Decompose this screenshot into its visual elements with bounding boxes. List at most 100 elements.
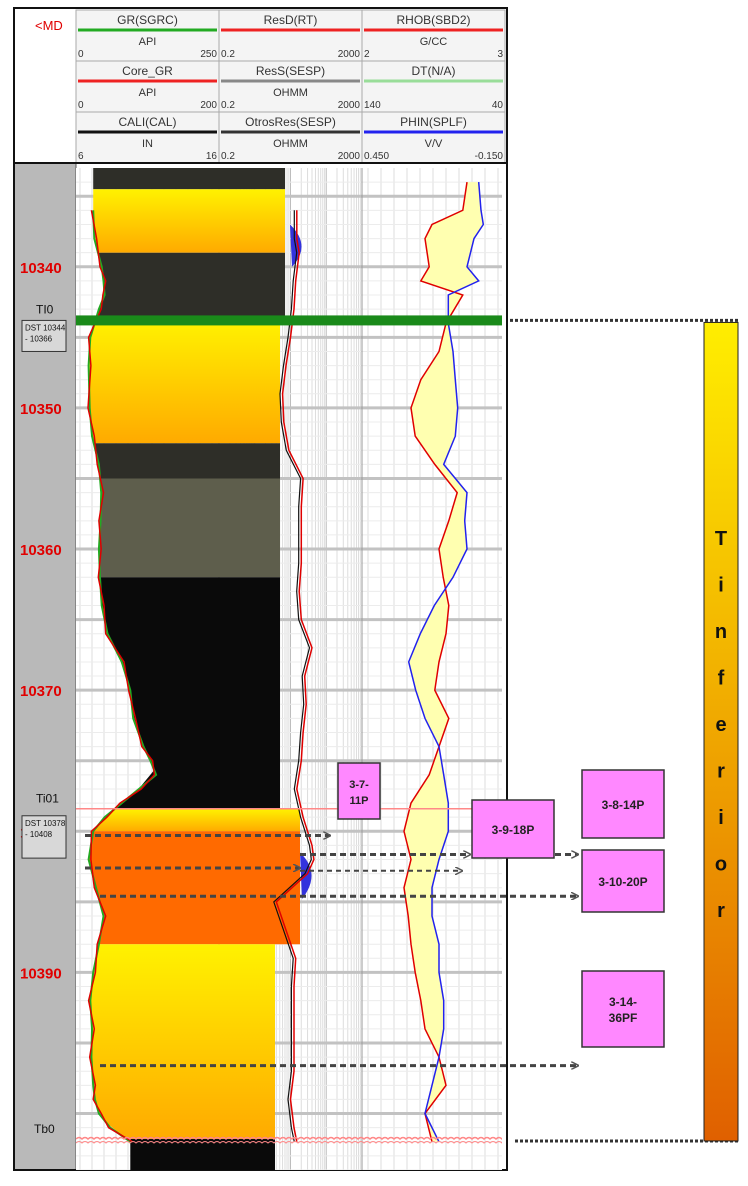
header-cell <box>361 111 506 164</box>
curve-unit: OHMM <box>273 87 308 99</box>
curve-scale-max: 16 <box>206 151 218 162</box>
zone-label-letter: i <box>718 575 724 597</box>
perforation-3-10-20P-label: 3-10-20P <box>598 875 647 889</box>
top-label-Tb0: Tb0 <box>34 1122 55 1136</box>
dst-box <box>21 319 67 352</box>
curve-scale-max: 250 <box>200 49 217 60</box>
zone-label-letter: o <box>715 854 727 876</box>
dst-label: - 10366 <box>25 334 53 343</box>
curve-unit: API <box>139 36 157 48</box>
formation-tops <box>76 315 502 1144</box>
depth-tick-label: 10370 <box>20 683 62 700</box>
header-track-cells: GR(SGRC) API 0 250 Core_GR API 0 200 CALI(CAL) IN… <box>75 9 506 164</box>
log-tracks <box>76 168 502 1170</box>
lithology-zone-grey <box>99 478 280 578</box>
curve-unit: OHMM <box>273 138 308 150</box>
curve-scale-max: -0.150 <box>475 151 504 162</box>
shallow-resistivity-curve <box>273 210 312 1142</box>
depth-tick-label: 10340 <box>20 260 62 277</box>
curve-name: OtrosRes(SESP) <box>245 115 336 129</box>
curve-unit: IN <box>142 138 153 150</box>
lithology-zone-black <box>126 1139 275 1170</box>
header-cell <box>218 9 363 62</box>
perforation-3-7-11P-label: 11P <box>350 795 369 807</box>
curve-scale-max: 2000 <box>338 49 361 60</box>
curve-scale-min: 0 <box>78 100 84 111</box>
lithology-zone-orange <box>88 831 300 945</box>
curve-scale-max: 40 <box>492 100 504 111</box>
zone-label-letter: r <box>717 761 725 783</box>
perforation-3-9-18P-box <box>471 799 555 859</box>
lithology-zone-sand <box>88 320 280 444</box>
curve-scale-min: 0 <box>78 49 84 60</box>
curve-scale-min: 0.2 <box>221 49 235 60</box>
header-cell <box>75 111 220 164</box>
perforation-3-7-11P-label: 3-7- <box>349 779 369 791</box>
curve-unit: API <box>139 87 157 99</box>
zone-label-letter: i <box>718 807 724 829</box>
core-gamma-curve <box>87 210 156 1143</box>
top-line-TI0 <box>76 315 502 326</box>
lithology-zone-dark <box>93 443 280 479</box>
perforation-3-8-14P-box <box>581 769 665 839</box>
deep-resistivity-curve <box>275 210 315 1142</box>
curve-name: CALI(CAL) <box>118 115 176 129</box>
curve-scale-min: 0.2 <box>221 151 235 162</box>
curve-unit: V/V <box>425 138 443 150</box>
formation-top-labels: TI0 Ti01 Tb0 <box>34 302 59 1136</box>
curve-name: Core_GR <box>122 64 173 78</box>
dst-label: DST 10378 <box>25 819 66 828</box>
dst-label: - 10408 <box>25 830 53 839</box>
curve-name: GR(SGRC) <box>117 13 178 27</box>
perforation-3-7-11P-box <box>337 762 381 820</box>
curve-scale-max: 3 <box>497 49 503 60</box>
dst-intervals: DST 10344 - 10366 DST 10378 - 10408 <box>21 319 67 859</box>
depth-tick-label: 10350 <box>20 401 62 418</box>
depth-tick-label: 10390 <box>20 965 62 982</box>
top-line-Tb0 <box>76 1136 502 1141</box>
lithology-zone-dark <box>93 168 285 190</box>
zone-label-letter: T <box>715 528 727 550</box>
lithology-zone-sand <box>90 944 275 1139</box>
curve-scale-max: 200 <box>200 100 217 111</box>
density-curve <box>403 181 468 1142</box>
curve-scale-min: 140 <box>364 100 381 111</box>
dst-box <box>21 815 67 859</box>
lithology-zone-sand <box>93 189 285 253</box>
log-curves <box>87 181 485 1143</box>
curve-scale-min: 6 <box>78 151 84 162</box>
dst-label: DST 10344 <box>25 323 66 332</box>
perforation-3-14-36PF-label: 36PF <box>609 1011 638 1025</box>
curve-name: ResS(SESP) <box>256 64 325 78</box>
curve-name: RHOB(SBD2) <box>396 13 470 27</box>
header-cell <box>75 60 220 113</box>
zone-label-letter: e <box>715 714 726 736</box>
zone-bar <box>703 321 739 1142</box>
lithology-zone-black <box>100 577 280 809</box>
header-cell <box>75 9 220 62</box>
curve-name: PHIN(SPLF) <box>400 115 467 129</box>
curve-scale-max: 2000 <box>338 151 361 162</box>
depth-tick-label: 10360 <box>20 542 62 559</box>
log-header: <MD GR(SGRC) API 0 250 Core_GR API 0 200 CALI(CA… <box>14 9 507 164</box>
top-label-TI0: TI0 <box>36 302 54 316</box>
neutron-curve <box>407 182 485 1143</box>
perforation-3-8-14P-label: 3-8-14P <box>602 798 645 812</box>
zone-label-letter: f <box>718 668 725 690</box>
curve-scale-max: 2000 <box>338 100 361 111</box>
perforation-3-9-18P-label: 3-9-18P <box>492 823 535 837</box>
crossover-fill <box>404 182 484 1142</box>
header-cell <box>361 9 506 62</box>
curve-scale-min: 0.2 <box>221 100 235 111</box>
top-line-Tb0 <box>76 1140 502 1144</box>
curve-unit: G/CC <box>420 36 448 48</box>
lithology-shading <box>88 168 312 1170</box>
lithology-zone-dark <box>95 252 286 321</box>
header-depth-cell <box>15 9 76 162</box>
lithology-zone-sand <box>93 808 300 832</box>
perforation-3-10-20P-box <box>581 849 665 913</box>
zone-label-letter: n <box>715 621 727 643</box>
perforation-3-14-36PF-label: 3-14- <box>609 995 637 1009</box>
curve-scale-min: 0.450 <box>364 151 389 162</box>
